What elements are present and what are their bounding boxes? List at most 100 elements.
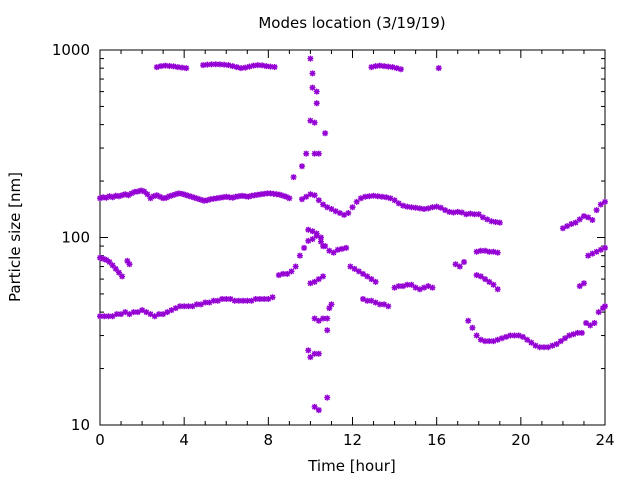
data-point [400,202,406,209]
data-point [477,336,484,343]
data-point [296,252,303,259]
data-point [357,195,364,202]
data-point [144,191,151,198]
data-point [458,209,465,216]
data-point [528,339,535,346]
data-point [353,198,360,205]
data-point [355,268,362,275]
data-point [446,208,453,215]
chart-title: Modes location (3/19/19) [258,14,445,32]
data-point [307,191,314,198]
data-point [311,278,318,285]
data-point [494,286,501,293]
data-point [101,313,108,320]
data-point [315,276,322,283]
data-point [591,319,598,326]
data-point [484,216,491,223]
data-point [134,309,141,316]
data-point [385,63,392,70]
data-point [172,305,179,312]
data-point [313,88,320,95]
data-point [164,309,171,316]
data-point [469,324,476,331]
x-tick-label: 8 [264,431,274,449]
data-point [454,208,461,215]
data-point [576,283,583,290]
data-point [206,299,213,306]
data-point [376,62,383,69]
data-point [421,284,428,291]
data-point [473,248,480,255]
data-point [488,218,495,225]
data-point [381,63,388,70]
data-point [589,216,596,223]
data-point [378,193,385,200]
data-points [97,55,608,414]
data-point [583,319,590,326]
data-point [311,119,318,126]
plot-border [99,49,606,426]
data-point [602,244,608,251]
data-point [345,210,352,217]
data-point [475,211,482,218]
data-point [490,281,497,288]
data-point [264,190,271,197]
data-point [271,63,278,70]
data-point [284,270,291,277]
data-point [494,336,501,343]
data-point [486,338,493,345]
data-point [307,117,314,124]
data-point [511,332,518,339]
data-point [572,219,579,226]
data-point [429,284,436,291]
data-point [471,211,478,218]
data-point [153,64,160,71]
data-point [391,197,398,204]
data-point [580,280,587,287]
data-point [461,259,468,266]
data-point [309,84,316,91]
data-point [404,281,411,288]
data-point [227,295,234,302]
data-point [185,303,192,310]
data-point [166,62,173,69]
data-point [381,301,388,308]
data-point [370,192,377,199]
data-point [364,273,371,280]
data-point [280,270,287,277]
data-point [307,55,314,62]
data-point [549,342,556,349]
data-point [519,333,526,340]
data-point [322,130,329,137]
data-point [385,303,392,310]
data-point [429,204,436,211]
data-point [408,281,415,288]
data-point [160,311,167,318]
data-point [326,247,333,254]
data-point [162,62,169,69]
data-point [113,311,120,318]
data-point [397,66,404,73]
data-point [216,61,223,68]
x-tick-label: 0 [95,431,105,449]
data-point [332,208,339,215]
data-point [452,261,459,268]
y-axis-label: Particle size [nm] [6,172,24,302]
data-point [349,204,356,211]
data-point [412,204,419,211]
data-point [179,64,186,71]
data-point [139,307,146,314]
x-tick-label: 16 [427,431,446,449]
data-point [309,228,316,235]
data-point [391,284,398,291]
data-point [299,196,305,203]
data-point [313,230,320,237]
data-point [408,204,415,211]
x-tick-label: 24 [595,431,614,449]
data-point [435,65,442,72]
data-point [404,203,411,210]
data-point [593,248,600,255]
data-point [437,204,444,211]
data-point [574,329,581,336]
